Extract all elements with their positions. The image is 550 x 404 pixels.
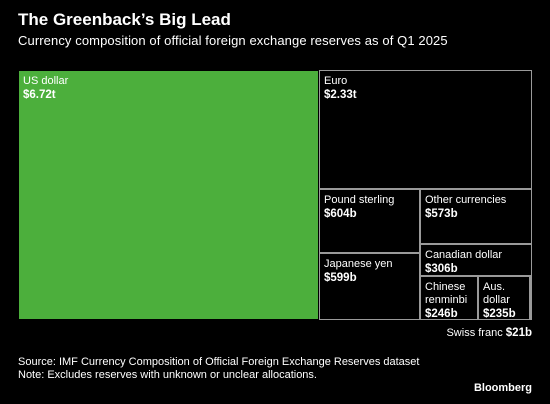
tile-label: Canadian dollar	[425, 249, 503, 261]
note-text: Note: Excludes reserves with unknown or …	[18, 369, 317, 381]
tile-pound-sterling: Pound sterling $604b	[319, 189, 420, 253]
tile-chinese-renminbi: Chinese renminbi $246b	[420, 276, 478, 320]
tile-label: Aus. dollar	[483, 281, 510, 306]
tile-value: $604b	[324, 208, 357, 220]
swiss-franc-label: Swiss franc	[446, 327, 503, 339]
tile-label: Japanese yen	[324, 258, 393, 270]
tile-other-currencies: Other currencies $573b	[420, 189, 532, 244]
tile-aus-dollar: Aus. dollar $235b	[478, 276, 530, 320]
brand-logo: Bloomberg	[473, 382, 532, 394]
tile-value: $599b	[324, 272, 357, 284]
tile-label: US dollar	[23, 75, 69, 87]
tile-value: $246b	[425, 308, 458, 320]
chart-title: The Greenback’s Big Lead	[18, 10, 231, 29]
swiss-franc-value: $21b	[505, 327, 532, 339]
treemap: US dollar $6.72t Euro $2.33t Pound sterling $…	[18, 70, 532, 320]
tile-value: $235b	[483, 308, 516, 320]
tile-value: $2.33t	[324, 89, 357, 101]
tile-label: Chinese renminbi	[425, 281, 468, 306]
source-text: Source: IMF Currency Composition of Offi…	[18, 356, 420, 368]
chart-subtitle: Currency composition of official foreign…	[18, 33, 448, 48]
tile-euro: Euro $2.33t	[319, 70, 532, 189]
tile-label: Other currencies	[425, 194, 507, 206]
tile-label: Pound sterling	[324, 194, 395, 206]
tile-canadian-dollar: Canadian dollar $306b	[420, 244, 532, 276]
tile-value: $306b	[425, 263, 458, 275]
tile-value: $6.72t	[23, 89, 56, 101]
tile-value: $573b	[425, 208, 458, 220]
tile-japanese-yen: Japanese yen $599b	[319, 253, 420, 320]
tile-swiss-franc	[530, 276, 532, 320]
tile-us-dollar: US dollar $6.72t	[18, 70, 319, 320]
swiss-franc-annotation: Swiss franc $21b	[446, 327, 532, 339]
tile-label: Euro	[324, 75, 348, 87]
source-note: Source: IMF Currency Composition of Offi…	[18, 356, 468, 382]
